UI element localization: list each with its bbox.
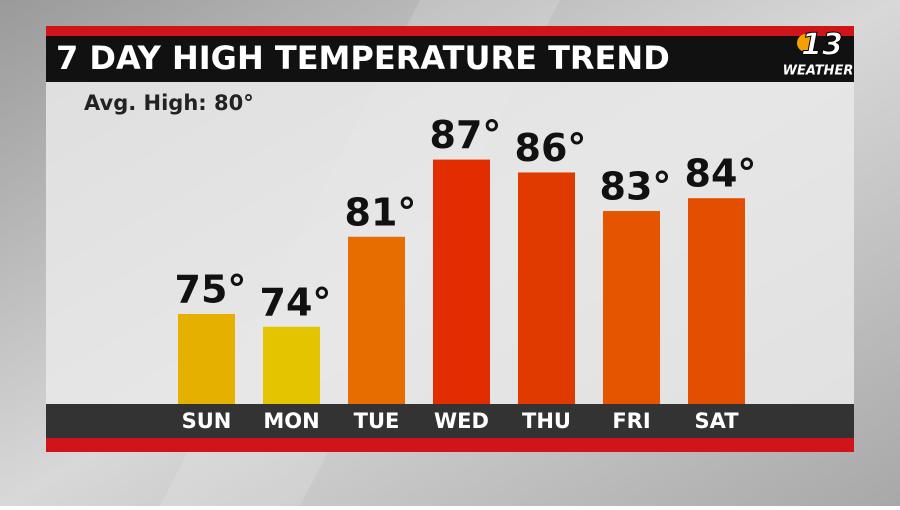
- x-tick-label: MON: [263, 409, 319, 433]
- x-tick-label: SAT: [694, 409, 739, 433]
- station-logo: 13 WEATHER: [783, 27, 854, 79]
- value-label: 81°: [345, 190, 417, 234]
- value-label: 87°: [430, 113, 502, 157]
- title-bar: [46, 36, 854, 82]
- value-label: 75°: [175, 267, 247, 311]
- x-tick-label: THU: [522, 409, 571, 433]
- logo-label: WEATHER: [783, 64, 854, 79]
- bar: [348, 236, 405, 404]
- day-band: [46, 404, 854, 438]
- x-tick-label: SUN: [182, 409, 232, 433]
- bar: [433, 159, 490, 404]
- x-tick-label: WED: [434, 409, 489, 433]
- logo-icon: [797, 34, 815, 52]
- bar: [263, 326, 320, 404]
- value-label: 74°: [260, 280, 332, 324]
- bar: [518, 172, 575, 404]
- value-label: 86°: [515, 126, 587, 170]
- bar: [688, 198, 745, 404]
- value-label: 84°: [685, 152, 757, 196]
- bottom-stripe: [46, 438, 854, 452]
- logo-number: 13: [801, 28, 843, 63]
- bar: [603, 211, 660, 404]
- chart-title: 7 DAY HIGH TEMPERATURE TREND: [56, 39, 670, 77]
- value-label: 83°: [600, 165, 672, 209]
- bar: [178, 313, 235, 404]
- chart-subtitle: Avg. High: 80°: [84, 91, 254, 115]
- x-tick-label: TUE: [354, 409, 400, 433]
- x-tick-label: FRI: [612, 409, 650, 433]
- top-stripe: [46, 26, 854, 38]
